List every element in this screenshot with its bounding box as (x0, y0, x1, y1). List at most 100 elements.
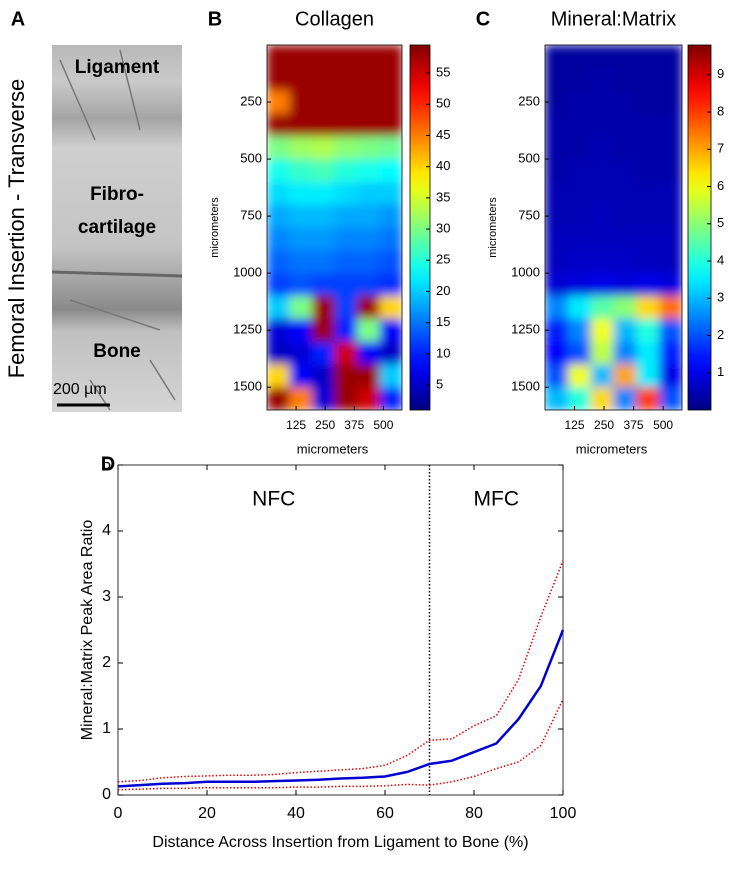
x-axis-label: micrometers (576, 441, 648, 456)
x-tick-label: 250 (594, 418, 614, 432)
heatmap-cell (334, 113, 358, 137)
y-tick-label: 1000 (511, 265, 540, 280)
region-label: Ligament (75, 57, 160, 78)
colorbar-tick-label: 45 (436, 127, 450, 142)
heatmap-cell (636, 159, 660, 183)
heatmap-cell (267, 90, 290, 114)
heatmap-cell (334, 67, 358, 92)
heatmap-cell (567, 387, 592, 410)
axis-label: Femoral Insertion - Transverse (4, 79, 29, 379)
y-tick-label: 5 (102, 456, 111, 473)
y-tick-label: 1500 (511, 379, 540, 394)
colorbar-tick-label: 30 (436, 220, 450, 235)
heatmap-cell (379, 204, 402, 228)
heatmap-cell (567, 113, 592, 137)
heatmap-cell (659, 273, 682, 297)
heatmap-cell (289, 250, 313, 274)
heatmap-cells (545, 45, 682, 410)
heatmap-cell (545, 67, 569, 92)
heatmap-cell (567, 90, 592, 114)
heatmap-cell (590, 181, 615, 206)
heatmap-cell (379, 341, 402, 365)
heatmap-cell (356, 159, 381, 183)
y-tick-label: 500 (240, 151, 262, 166)
heatmap-cell (312, 341, 336, 365)
heatmap-cell (267, 387, 290, 410)
heatmap-cell (613, 364, 637, 388)
heatmap-cell (659, 250, 682, 274)
heatmap-cell (356, 250, 381, 274)
x-tick-label: 100 (550, 805, 577, 822)
y-tick-label: 1250 (511, 322, 540, 337)
heatmap-cell (379, 159, 402, 183)
heatmap-cell (545, 159, 569, 183)
colorbar-tick-label: 55 (436, 65, 450, 80)
heatmap-cell (567, 273, 592, 297)
x-tick-label: 125 (565, 418, 585, 432)
heatmap-cell (356, 181, 381, 206)
micrograph (51, 45, 183, 412)
heatmap-cell (545, 204, 569, 228)
heatmap-cell (613, 273, 637, 297)
heatmap-cell (636, 273, 660, 297)
heatmap-cell (312, 250, 336, 274)
heatmap-cell (636, 295, 660, 320)
heatmap-cell (379, 113, 402, 137)
heatmap-cell (613, 90, 637, 114)
heatmap-cell (334, 295, 358, 320)
heatmap-cell (267, 364, 290, 388)
heatmap-cell (356, 387, 381, 410)
heatmap-cell (312, 318, 336, 343)
heatmap-cell (267, 295, 290, 320)
x-tick-label: 0 (114, 805, 123, 822)
region-label: cartilage (78, 217, 156, 238)
heatmap-cell (379, 364, 402, 388)
heatmap-cell (312, 45, 336, 69)
x-tick-label: 500 (373, 418, 393, 432)
heatmap-cell (636, 364, 660, 388)
x-axis-label: micrometers (297, 441, 369, 456)
heatmap-cell (289, 67, 313, 92)
heatmap-cell (356, 45, 381, 69)
heatmap-cell (312, 67, 336, 92)
series-line (117, 698, 564, 791)
heatmap-cell (356, 113, 381, 137)
x-tick-label: 60 (376, 805, 394, 822)
heatmap-cell (334, 204, 358, 228)
heatmap-cell (590, 67, 615, 92)
heatmap-cell (659, 318, 682, 343)
heatmap-cell (567, 204, 592, 228)
heatmap-cell (289, 295, 313, 320)
heatmap-cell (379, 387, 402, 410)
heatmap-cell (590, 227, 615, 251)
heatmap-cell (312, 387, 336, 410)
heatmap-cell (312, 364, 336, 388)
heatmap-cell (590, 341, 615, 365)
heatmap-cell (312, 204, 336, 228)
heatmap-cell (659, 387, 682, 410)
heatmap-cell (613, 204, 637, 228)
chart-title: Collagen (295, 8, 374, 30)
heatmap-cell (636, 45, 660, 69)
x-tick-label: 500 (653, 418, 673, 432)
heatmap-cell (590, 45, 615, 69)
panel-letter: C (476, 8, 490, 30)
heatmap-cell (379, 227, 402, 251)
heatmap-cell (267, 341, 290, 365)
plot-frame (117, 464, 564, 796)
plot-frame (266, 44, 403, 411)
heatmap-cell (590, 250, 615, 274)
heatmap-cell (567, 250, 592, 274)
y-tick-label: 3 (102, 588, 111, 605)
heatmap-cell (356, 90, 381, 114)
heatmap-cell (636, 113, 660, 137)
heatmap-cell (267, 273, 290, 297)
heatmap-cell (267, 113, 290, 137)
heatmap-cell (545, 341, 569, 365)
heatmap-cell (356, 227, 381, 251)
y-tick-label: 2 (102, 654, 111, 671)
heatmap-cell (379, 136, 402, 160)
x-tick-label: 375 (624, 418, 644, 432)
heatmap-cell (356, 136, 381, 160)
